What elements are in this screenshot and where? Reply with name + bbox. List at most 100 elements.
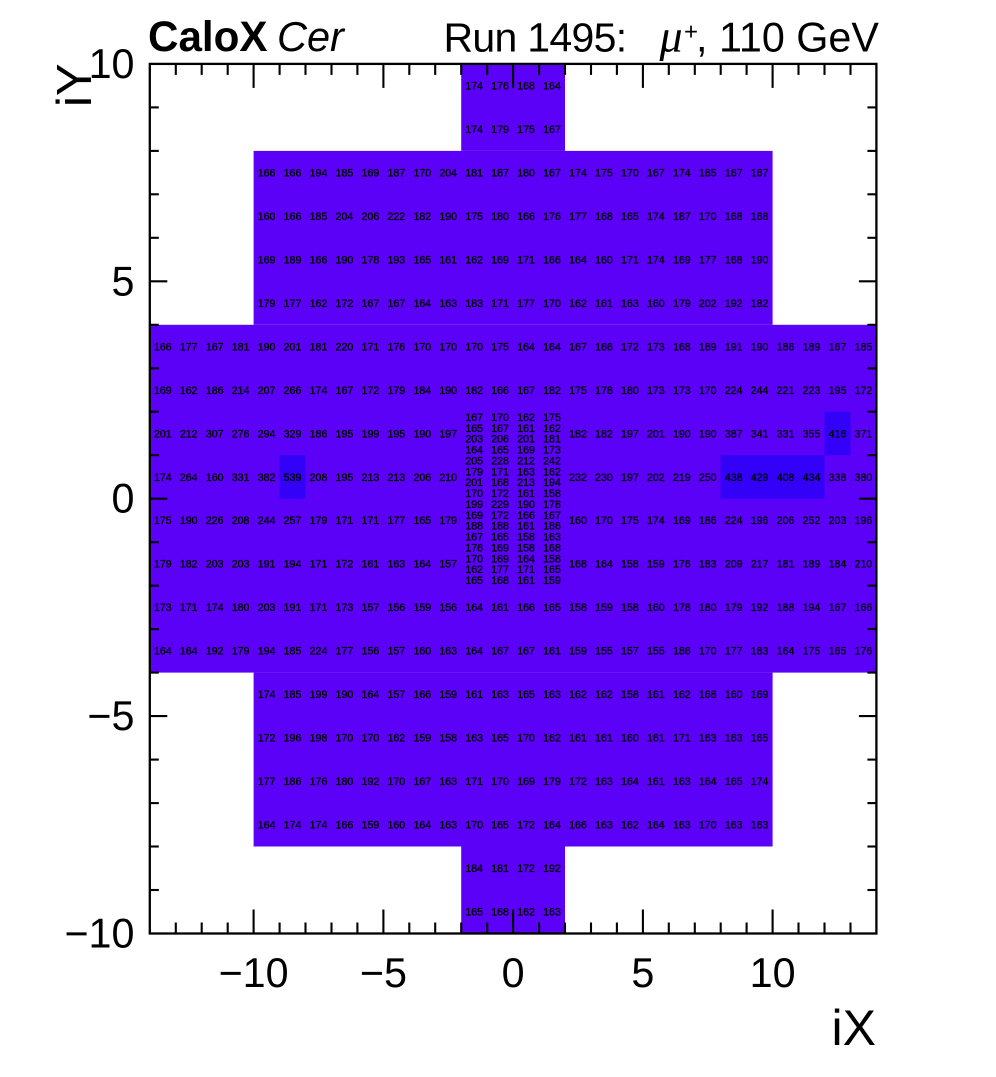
- svg-text:195: 195: [829, 385, 847, 397]
- svg-text:Cer: Cer: [277, 13, 346, 60]
- svg-text:173: 173: [673, 385, 691, 397]
- svg-text:172: 172: [491, 510, 509, 522]
- svg-text:181: 181: [543, 434, 561, 446]
- svg-text:161: 161: [569, 733, 587, 745]
- svg-text:264: 264: [180, 472, 198, 484]
- svg-text:201: 201: [647, 428, 665, 440]
- svg-text:197: 197: [621, 472, 639, 484]
- svg-text:174: 174: [751, 776, 769, 788]
- svg-text:382: 382: [258, 472, 276, 484]
- svg-text:169: 169: [258, 254, 276, 266]
- svg-text:162: 162: [517, 907, 535, 919]
- svg-text:158: 158: [621, 559, 639, 571]
- svg-text:214: 214: [232, 385, 250, 397]
- svg-text:178: 178: [595, 385, 613, 397]
- svg-text:162: 162: [543, 423, 561, 435]
- svg-text:192: 192: [362, 776, 380, 788]
- svg-text:224: 224: [310, 646, 328, 658]
- svg-text:, 110 GeV: , 110 GeV: [696, 14, 879, 60]
- svg-text:168: 168: [569, 559, 587, 571]
- svg-text:161: 161: [647, 733, 665, 745]
- svg-text:160: 160: [647, 298, 665, 310]
- svg-text:166: 166: [413, 689, 431, 701]
- svg-text:184: 184: [465, 863, 483, 875]
- svg-text:252: 252: [803, 515, 821, 527]
- svg-text:276: 276: [232, 428, 250, 440]
- svg-text:199: 199: [465, 499, 483, 511]
- svg-text:228: 228: [491, 456, 509, 468]
- svg-text:166: 166: [336, 820, 354, 832]
- svg-text:166: 166: [284, 211, 302, 223]
- svg-text:159: 159: [647, 559, 665, 571]
- svg-text:163: 163: [439, 298, 457, 310]
- svg-text:163: 163: [439, 820, 457, 832]
- svg-text:178: 178: [673, 602, 691, 614]
- svg-text:175: 175: [517, 124, 535, 136]
- svg-text:180: 180: [621, 385, 639, 397]
- svg-text:159: 159: [362, 820, 380, 832]
- svg-text:208: 208: [232, 515, 250, 527]
- svg-text:167: 167: [336, 385, 354, 397]
- svg-text:189: 189: [803, 341, 821, 353]
- svg-text:329: 329: [284, 428, 302, 440]
- svg-text:Run 1495:: Run 1495:: [444, 14, 627, 60]
- svg-text:167: 167: [362, 298, 380, 310]
- svg-text:186: 186: [206, 385, 224, 397]
- svg-text:5: 5: [631, 950, 654, 996]
- svg-text:169: 169: [465, 510, 483, 522]
- svg-text:172: 172: [855, 385, 873, 397]
- svg-text:191: 191: [284, 602, 302, 614]
- svg-text:179: 179: [439, 515, 457, 527]
- svg-text:196: 196: [855, 515, 873, 527]
- svg-text:192: 192: [725, 298, 743, 310]
- svg-text:170: 170: [699, 211, 717, 223]
- svg-text:223: 223: [803, 385, 821, 397]
- svg-text:164: 164: [465, 646, 483, 658]
- svg-text:164: 164: [543, 80, 561, 92]
- svg-text:169: 169: [673, 254, 691, 266]
- svg-text:177: 177: [517, 298, 535, 310]
- svg-text:208: 208: [310, 472, 328, 484]
- svg-text:169: 169: [362, 167, 380, 179]
- svg-text:CaloX: CaloX: [148, 13, 268, 60]
- svg-text:196: 196: [751, 515, 769, 527]
- svg-text:179: 179: [310, 515, 328, 527]
- svg-text:163: 163: [491, 689, 509, 701]
- svg-text:162: 162: [595, 689, 613, 701]
- svg-text:161: 161: [543, 646, 561, 658]
- svg-text:186: 186: [777, 341, 795, 353]
- svg-text:213: 213: [362, 472, 380, 484]
- svg-text:+: +: [684, 19, 698, 46]
- svg-text:429: 429: [751, 472, 769, 484]
- svg-text:167: 167: [517, 385, 535, 397]
- svg-text:179: 179: [725, 602, 743, 614]
- svg-text:168: 168: [543, 542, 561, 554]
- svg-text:224: 224: [725, 385, 743, 397]
- svg-text:170: 170: [621, 167, 639, 179]
- svg-text:331: 331: [777, 428, 795, 440]
- svg-text:168: 168: [673, 341, 691, 353]
- svg-text:172: 172: [336, 298, 354, 310]
- svg-text:165: 165: [751, 733, 769, 745]
- svg-text:224: 224: [725, 515, 743, 527]
- svg-text:172: 172: [621, 341, 639, 353]
- svg-text:163: 163: [725, 733, 743, 745]
- svg-text:160: 160: [725, 689, 743, 701]
- svg-text:175: 175: [569, 385, 587, 397]
- svg-text:165: 165: [413, 515, 431, 527]
- svg-text:163: 163: [595, 776, 613, 788]
- svg-text:167: 167: [206, 341, 224, 353]
- svg-text:190: 190: [336, 689, 354, 701]
- svg-text:186: 186: [284, 776, 302, 788]
- svg-text:199: 199: [310, 689, 328, 701]
- svg-text:197: 197: [621, 428, 639, 440]
- svg-text:160: 160: [621, 733, 639, 745]
- svg-text:180: 180: [491, 211, 509, 223]
- svg-text:164: 164: [465, 602, 483, 614]
- svg-text:179: 179: [387, 385, 405, 397]
- svg-text:175: 175: [621, 515, 639, 527]
- svg-text:213: 213: [517, 477, 535, 489]
- svg-text:194: 194: [543, 477, 561, 489]
- svg-text:161: 161: [362, 559, 380, 571]
- svg-text:165: 165: [413, 254, 431, 266]
